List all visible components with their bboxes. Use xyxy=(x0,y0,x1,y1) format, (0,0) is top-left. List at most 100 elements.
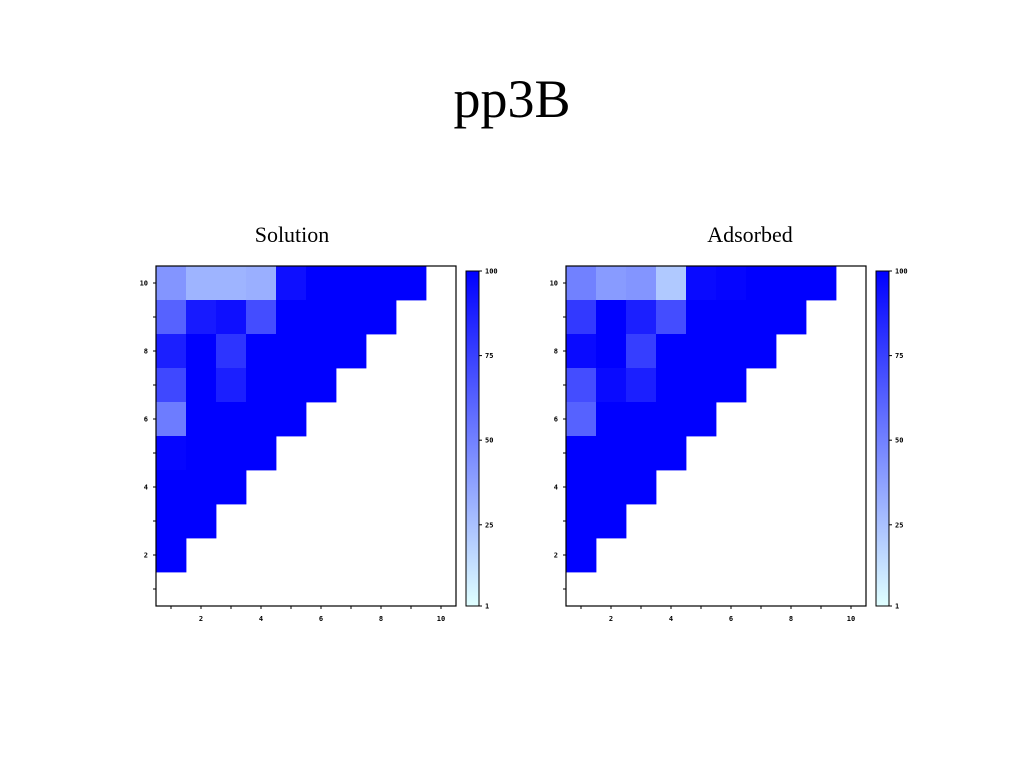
heatmap-cell-solution xyxy=(186,300,217,335)
heatmap-cell-adsorbed xyxy=(656,402,687,437)
heatmap-cell-solution xyxy=(186,368,217,403)
heatmap-cell-solution xyxy=(156,266,187,301)
heatmap-cell-solution xyxy=(156,470,187,505)
heatmap-cell-solution xyxy=(366,300,397,335)
y-tick-label-solution: 6 xyxy=(144,416,148,424)
y-tick-label-adsorbed: 2 xyxy=(554,552,558,560)
y-tick-label-adsorbed: 8 xyxy=(554,348,558,356)
heatmap-cell-solution xyxy=(216,436,247,471)
heatmap-cell-solution xyxy=(156,300,187,335)
heatmap-cell-solution xyxy=(276,266,307,301)
heatmap-cell-adsorbed xyxy=(566,504,597,539)
heatmap-cell-adsorbed xyxy=(716,334,747,369)
heatmap-cell-adsorbed xyxy=(656,368,687,403)
x-tick-label-solution: 10 xyxy=(437,615,445,623)
colorbar-tick-label-adsorbed: 50 xyxy=(895,437,903,445)
colorbar-tick-label-solution: 75 xyxy=(485,352,493,360)
heatmap-cell-adsorbed xyxy=(686,402,717,437)
heatmap-cell-adsorbed xyxy=(686,300,717,335)
heatmap-cell-adsorbed xyxy=(746,266,777,301)
heatmap-cell-adsorbed xyxy=(566,402,597,437)
heatmap-cell-adsorbed xyxy=(626,368,657,403)
heatmap-cell-solution xyxy=(186,266,217,301)
x-tick-label-adsorbed: 2 xyxy=(609,615,613,623)
heatmap-cell-adsorbed xyxy=(716,368,747,403)
x-tick-label-adsorbed: 4 xyxy=(669,615,673,623)
heatmap-cell-adsorbed xyxy=(776,266,807,301)
heatmap-cell-solution xyxy=(336,334,367,369)
heatmap-cell-solution xyxy=(276,300,307,335)
y-tick-label-solution: 10 xyxy=(140,280,148,288)
heatmap-cell-adsorbed xyxy=(716,300,747,335)
heatmap-cell-adsorbed xyxy=(596,470,627,505)
colorbar-tick-label-adsorbed: 25 xyxy=(895,521,903,529)
heatmap-cell-solution xyxy=(216,470,247,505)
heatmap-cell-adsorbed xyxy=(626,470,657,505)
heatmap-cell-solution xyxy=(216,368,247,403)
heatmap-cell-adsorbed xyxy=(596,266,627,301)
heatmap-cell-solution xyxy=(306,266,337,301)
heatmap-cell-solution xyxy=(306,334,337,369)
heatmap-cell-solution xyxy=(396,266,427,301)
heatmap-cell-solution xyxy=(246,334,277,369)
heatmap-cell-adsorbed xyxy=(566,300,597,335)
heatmap-cell-solution xyxy=(156,436,187,471)
heatmap-cell-adsorbed xyxy=(806,266,837,301)
y-tick-label-solution: 8 xyxy=(144,348,148,356)
heatmap-cell-adsorbed xyxy=(746,300,777,335)
heatmap-cell-solution xyxy=(156,368,187,403)
x-tick-label-solution: 8 xyxy=(379,615,383,623)
heatmap-cell-solution xyxy=(186,470,217,505)
heatmap-cell-solution xyxy=(216,300,247,335)
heatmap-cell-adsorbed xyxy=(596,402,627,437)
heatmap-cell-adsorbed xyxy=(626,436,657,471)
colorbar-adsorbed xyxy=(875,270,890,607)
heatmap-cell-adsorbed xyxy=(716,266,747,301)
heatmap-cell-solution xyxy=(216,402,247,437)
heatmap-cell-solution xyxy=(216,266,247,301)
heatmap-cell-adsorbed xyxy=(656,436,687,471)
heatmap-cell-solution xyxy=(366,266,397,301)
heatmap-cell-adsorbed xyxy=(566,538,597,573)
heatmap-cell-adsorbed xyxy=(596,300,627,335)
plot-frame-solution xyxy=(155,265,457,607)
heatmap-cell-adsorbed xyxy=(626,334,657,369)
heatmap-cell-adsorbed xyxy=(686,368,717,403)
colorbar-tick-label-solution: 1 xyxy=(485,603,489,611)
colorbar-tick-label-solution: 50 xyxy=(485,437,493,445)
colorbar-tick-label-adsorbed: 100 xyxy=(895,268,908,276)
y-tick-label-solution: 2 xyxy=(144,552,148,560)
heatmap-cell-adsorbed xyxy=(686,266,717,301)
colorbar-tick-label-solution: 100 xyxy=(485,268,498,276)
heatmap-cell-solution xyxy=(216,334,247,369)
y-tick-label-adsorbed: 4 xyxy=(554,484,558,492)
y-tick-label-adsorbed: 6 xyxy=(554,416,558,424)
heatmap-cell-solution xyxy=(156,504,187,539)
heatmap-cell-solution xyxy=(186,334,217,369)
y-tick-label-adsorbed: 10 xyxy=(550,280,558,288)
x-tick-label-solution: 4 xyxy=(259,615,263,623)
x-tick-label-adsorbed: 8 xyxy=(789,615,793,623)
heatmap-cell-solution xyxy=(156,538,187,573)
heatmap-cell-adsorbed xyxy=(656,300,687,335)
heatmap-cell-adsorbed xyxy=(596,504,627,539)
x-tick-label-adsorbed: 10 xyxy=(847,615,855,623)
heatmap-cell-solution xyxy=(156,334,187,369)
colorbar-tick-label-adsorbed: 75 xyxy=(895,352,903,360)
heatmap-cell-adsorbed xyxy=(566,368,597,403)
heatmap-cell-solution xyxy=(186,504,217,539)
x-tick-label-solution: 2 xyxy=(199,615,203,623)
x-tick-label-solution: 6 xyxy=(319,615,323,623)
heatmap-cell-adsorbed xyxy=(596,334,627,369)
heatmap-title-adsorbed: Adsorbed xyxy=(707,222,793,247)
heatmap-cell-adsorbed xyxy=(566,266,597,301)
colorbar-tick-label-solution: 25 xyxy=(485,521,493,529)
heatmap-cell-solution xyxy=(246,300,277,335)
heatmap-cell-adsorbed xyxy=(656,266,687,301)
heatmap-cell-adsorbed xyxy=(596,368,627,403)
heatmap-cell-solution xyxy=(246,436,277,471)
colorbar-solution xyxy=(465,270,480,607)
heatmap-cell-adsorbed xyxy=(626,266,657,301)
heatmap-cell-solution xyxy=(336,266,367,301)
